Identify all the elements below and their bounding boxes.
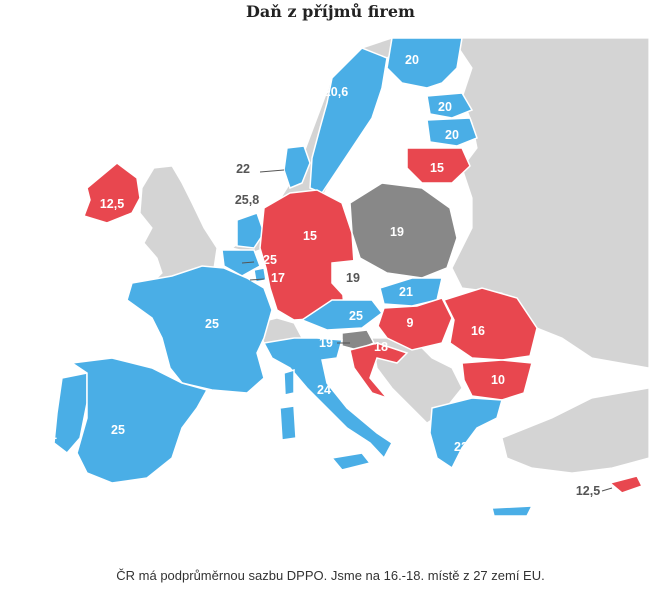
europe-map-svg: 20 20,6 20 20 15 22 12,5 25,8 25 17 15 1… xyxy=(43,38,649,517)
label-croatia: 18 xyxy=(374,340,388,354)
label-luxembourg: 17 xyxy=(271,271,285,285)
label-cyprus: 12,5 xyxy=(576,484,600,498)
country-spain xyxy=(69,357,209,484)
label-france: 25 xyxy=(205,317,219,331)
label-greece: 22 xyxy=(454,440,468,454)
country-romania xyxy=(442,287,538,361)
country-italy-sicily xyxy=(330,452,372,471)
country-poland xyxy=(349,182,458,279)
country-belgium xyxy=(221,249,261,277)
label-slovenia: 19 xyxy=(319,336,333,350)
country-luxembourg xyxy=(253,267,267,283)
label-portugal: 21 xyxy=(43,428,57,442)
map-title: Daň z příjmů firem xyxy=(246,2,415,21)
leader-luxembourg xyxy=(249,278,265,281)
value-labels: 20 20,6 20 20 15 22 12,5 25,8 25 17 15 1… xyxy=(43,53,600,498)
label-romania: 16 xyxy=(471,324,485,338)
label-lithuania: 15 xyxy=(430,161,444,175)
country-france xyxy=(126,265,273,394)
label-germany: 15 xyxy=(303,229,317,243)
label-slovakia: 21 xyxy=(399,285,413,299)
label-latvia: 20 xyxy=(445,128,459,142)
map-caption: ČR má podprůměrnou sazbu DPPO. Jsme na 1… xyxy=(116,568,545,583)
label-bulgaria: 10 xyxy=(491,373,505,387)
leader-denmark xyxy=(259,169,285,173)
country-france-corsica xyxy=(283,368,295,396)
country-hungary xyxy=(377,297,453,351)
label-ireland: 12,5 xyxy=(100,197,124,211)
country-finland xyxy=(386,38,463,89)
label-italy: 24 xyxy=(317,383,331,397)
country-estonia xyxy=(426,92,474,119)
label-austria: 25 xyxy=(349,309,363,323)
label-spain: 25 xyxy=(111,423,125,437)
leader-cyprus xyxy=(601,487,613,492)
label-poland: 19 xyxy=(390,225,404,239)
country-greece-crete xyxy=(491,505,534,517)
country-sweden xyxy=(309,47,388,194)
europe-map: 20 20,6 20 20 15 22 12,5 25,8 25 17 15 1… xyxy=(32,38,649,530)
turkey xyxy=(501,387,649,474)
label-finland: 20 xyxy=(405,53,419,67)
leader-belgium xyxy=(241,261,255,264)
country-lithuania xyxy=(406,147,471,184)
label-belgium: 25 xyxy=(263,253,277,267)
country-ireland xyxy=(83,162,141,224)
country-cyprus xyxy=(608,475,644,494)
country-bulgaria xyxy=(461,359,533,401)
label-netherlands: 25,8 xyxy=(235,193,259,207)
label-czechia: 19 xyxy=(346,271,360,285)
label-sweden: 20,6 xyxy=(324,85,348,99)
label-estonia: 20 xyxy=(438,100,452,114)
country-czechia xyxy=(331,259,389,297)
country-latvia xyxy=(426,117,478,147)
country-italy xyxy=(262,337,393,460)
label-denmark: 22 xyxy=(236,162,250,176)
country-greece xyxy=(429,397,503,470)
country-italy-sardinia xyxy=(279,405,297,441)
leader-lines xyxy=(241,169,613,492)
country-croatia xyxy=(349,342,409,400)
label-hungary: 9 xyxy=(407,316,414,330)
country-netherlands xyxy=(236,212,265,249)
eu-countries xyxy=(53,38,644,517)
